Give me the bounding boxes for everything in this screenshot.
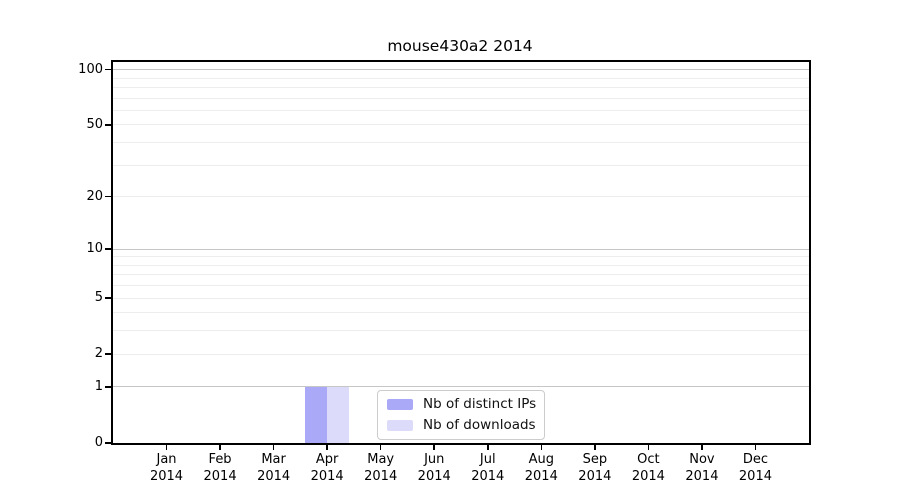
x-tick-month: Jan <box>156 452 177 467</box>
legend: Nb of distinct IPs Nb of downloads <box>377 390 545 440</box>
y-tick <box>105 297 111 299</box>
x-tick <box>272 445 275 450</box>
x-tick-label: Mar 2014 <box>246 452 302 485</box>
x-tick-month: May <box>367 452 395 467</box>
x-tick-year: 2014 <box>471 468 505 484</box>
x-tick <box>219 445 221 450</box>
y-gridline-minor <box>113 97 809 99</box>
bar-nb-of-distinct-ips <box>305 386 328 443</box>
x-tick-label: Jan 2014 <box>139 452 195 485</box>
x-tick-month: Aug <box>528 452 554 467</box>
y-gridline-minor <box>113 164 809 166</box>
x-tick <box>433 445 436 450</box>
x-tick-year: 2014 <box>631 468 665 484</box>
chart-title: mouse430a2 2014 <box>387 37 533 55</box>
x-tick <box>754 445 757 450</box>
x-tick-year: 2014 <box>149 468 184 484</box>
y-tick <box>105 442 111 444</box>
y-tick-label: 5 <box>94 290 103 306</box>
x-tick-label: Feb 2014 <box>192 452 248 485</box>
y-gridline-minor <box>113 86 809 88</box>
x-tick-month: Dec <box>742 452 769 467</box>
y-gridline-minor <box>113 264 809 266</box>
y-gridline-major <box>113 248 809 250</box>
x-tick-year: 2014 <box>257 468 291 484</box>
x-tick-year: 2014 <box>524 468 558 484</box>
y-gridline-minor <box>113 77 809 79</box>
x-tick <box>326 445 328 450</box>
x-tick-month: Mar <box>261 452 286 467</box>
y-gridline-minor <box>113 124 809 126</box>
x-tick-label: Nov 2014 <box>674 452 730 485</box>
y-tick-label: 100 <box>78 61 103 77</box>
x-tick-year: 2014 <box>685 468 719 484</box>
x-tick <box>165 445 168 450</box>
x-tick <box>379 445 382 450</box>
x-tick-month: Oct <box>637 452 660 467</box>
y-tick <box>105 124 111 126</box>
legend-item-downloads: Nb of downloads <box>387 416 536 433</box>
x-tick-year: 2014 <box>310 468 344 484</box>
x-tick-label: Jun 2014 <box>406 452 462 485</box>
y-tick <box>105 353 111 355</box>
x-tick-year: 2014 <box>203 468 237 484</box>
x-tick <box>540 445 543 450</box>
x-tick-month: Feb <box>208 452 232 467</box>
y-tick-label: 1 <box>94 378 103 394</box>
x-tick-label: Oct 2014 <box>620 452 676 485</box>
y-gridline-minor <box>113 274 809 276</box>
x-tick-month: Jun <box>424 452 445 467</box>
x-tick-label: Dec 2014 <box>727 452 783 485</box>
y-tick-label: 50 <box>86 116 103 132</box>
x-tick-year: 2014 <box>578 468 612 484</box>
x-tick-label: Aug 2014 <box>513 452 569 485</box>
y-tick <box>105 386 111 388</box>
x-tick-month: Jul <box>479 452 496 467</box>
x-tick-month: Nov <box>689 452 715 467</box>
x-tick-label: Apr 2014 <box>299 452 355 485</box>
y-gridline-minor <box>113 285 809 287</box>
y-tick-label: 0 <box>94 435 103 450</box>
y-gridline-minor <box>113 142 809 144</box>
y-gridline-minor <box>113 256 809 258</box>
legend-swatch-distinct-ips-icon <box>387 399 413 411</box>
x-tick <box>701 445 703 450</box>
y-gridline-minor <box>113 196 809 198</box>
y-tick <box>105 195 111 198</box>
y-gridline-minor <box>113 330 809 332</box>
x-tick-year: 2014 <box>738 468 772 484</box>
y-gridline-minor <box>113 312 809 314</box>
plot-area: Nb of distinct IPs Nb of downloads <box>111 60 811 445</box>
x-tick-year: 2014 <box>417 468 451 484</box>
y-gridline-minor <box>113 109 809 111</box>
legend-item-distinct-ips: Nb of distinct IPs <box>387 396 537 412</box>
y-tick-label: 20 <box>86 188 103 204</box>
x-tick-label: Sep 2014 <box>567 452 623 485</box>
x-tick <box>486 445 489 450</box>
x-tick-month: Apr <box>315 452 339 467</box>
y-tick <box>105 68 111 71</box>
y-gridline-minor <box>113 353 809 355</box>
bar-nb-of-downloads <box>327 386 349 443</box>
x-tick-label: May 2014 <box>353 452 409 485</box>
y-tick-label: 2 <box>94 346 103 362</box>
y-gridline-minor <box>113 297 809 299</box>
y-gridline-major <box>113 69 809 71</box>
x-tick-month: Sep <box>582 452 608 467</box>
legend-label-distinct-ips: Nb of distinct IPs <box>423 396 537 412</box>
legend-swatch-downloads-icon <box>387 419 413 431</box>
x-tick-year: 2014 <box>364 468 398 484</box>
legend-label-downloads: Nb of downloads <box>423 416 536 433</box>
y-tick-label: 10 <box>86 241 103 256</box>
x-tick-label: Jul 2014 <box>460 452 516 485</box>
x-tick <box>594 445 596 450</box>
x-tick <box>647 445 650 450</box>
y-tick <box>105 248 111 250</box>
y-gridline-major <box>113 386 809 388</box>
